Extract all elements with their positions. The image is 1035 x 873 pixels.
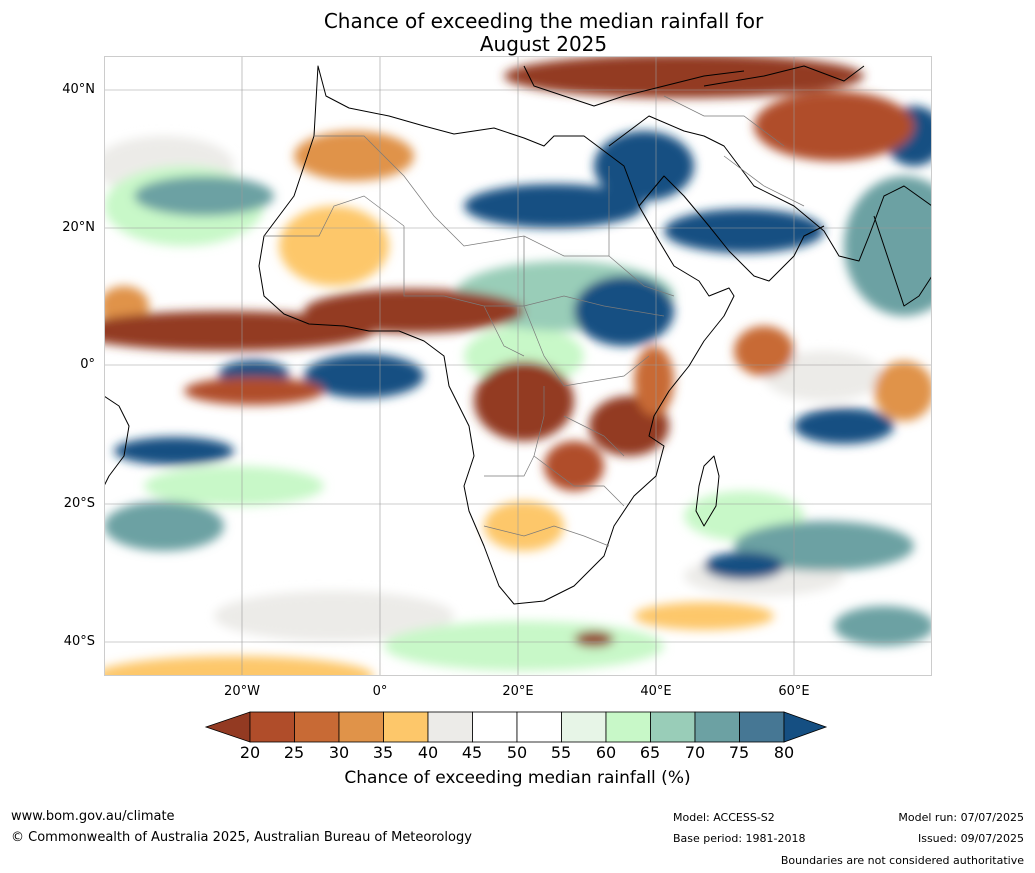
colorbar-tick: 75 <box>728 743 750 762</box>
colorbar-tick: 35 <box>372 743 394 762</box>
rainfall-probability-map <box>104 56 932 676</box>
map-title: Chance of exceeding the median rainfall … <box>200 10 887 56</box>
colorbar-segment <box>472 711 518 743</box>
colorbar-tick: 80 <box>773 743 795 762</box>
lon-label-20w: 20°W <box>224 684 260 699</box>
colorbar-tick: 45 <box>461 743 483 762</box>
lon-label-20e: 20°E <box>502 684 534 699</box>
footer-website: www.bom.gov.au/climate <box>11 809 175 824</box>
colorbar-segment <box>427 711 473 743</box>
country-borders <box>264 95 805 547</box>
colorbar-segment <box>383 711 429 743</box>
coastlines <box>104 65 932 605</box>
colorbar-segment <box>605 711 651 743</box>
lat-label-40s: 40°S <box>63 634 95 649</box>
colorbar-tick: 30 <box>328 743 350 762</box>
lon-label-0: 0° <box>372 684 388 699</box>
lat-label-20n: 20°N <box>62 220 95 235</box>
colorbar-extend-high <box>783 711 828 743</box>
colorbar-segment <box>650 711 696 743</box>
colorbar-segment <box>561 711 607 743</box>
footer-disclaimer: Boundaries are not considered authoritat… <box>780 854 1024 867</box>
colorbar-segment <box>249 711 295 743</box>
lon-label-40e: 40°E <box>640 684 672 699</box>
map-frame <box>104 56 932 676</box>
title-line-2: August 2025 <box>479 32 608 56</box>
footer-model: Model: ACCESS-S2 <box>673 811 775 824</box>
colorbar-tick: 50 <box>506 743 528 762</box>
colorbar-extend-low <box>204 711 251 743</box>
lat-label-0: 0° <box>80 357 95 372</box>
colorbar-tick: 70 <box>684 743 706 762</box>
colorbar-tick: 65 <box>639 743 661 762</box>
colorbar-tick: 20 <box>239 743 261 762</box>
colorbar-segment <box>694 711 740 743</box>
graticule <box>104 56 932 676</box>
colorbar-tick: 60 <box>595 743 617 762</box>
colorbar-segment <box>739 711 785 743</box>
footer-issued: Issued: 09/07/2025 <box>917 832 1024 845</box>
colorbar-label: Chance of exceeding median rainfall (%) <box>344 768 691 788</box>
footer-model-run: Model run: 07/07/2025 <box>898 811 1024 824</box>
colorbar-segment <box>338 711 384 743</box>
title-line-1: Chance of exceeding the median rainfall … <box>323 9 764 33</box>
colorbar-segment <box>516 711 562 743</box>
colorbar-tick: 55 <box>550 743 572 762</box>
lat-label-40n: 40°N <box>62 82 95 97</box>
footer-copyright: © Commonwealth of Australia 2025, Austra… <box>11 830 472 845</box>
lat-label-20s: 20°S <box>63 496 95 511</box>
colorbar-segment <box>294 711 340 743</box>
colorbar <box>204 711 828 743</box>
colorbar-tick: 40 <box>417 743 439 762</box>
colorbar-tick: 25 <box>283 743 305 762</box>
footer-base-period: Base period: 1981-2018 <box>673 832 806 845</box>
lon-label-60e: 60°E <box>778 684 810 699</box>
